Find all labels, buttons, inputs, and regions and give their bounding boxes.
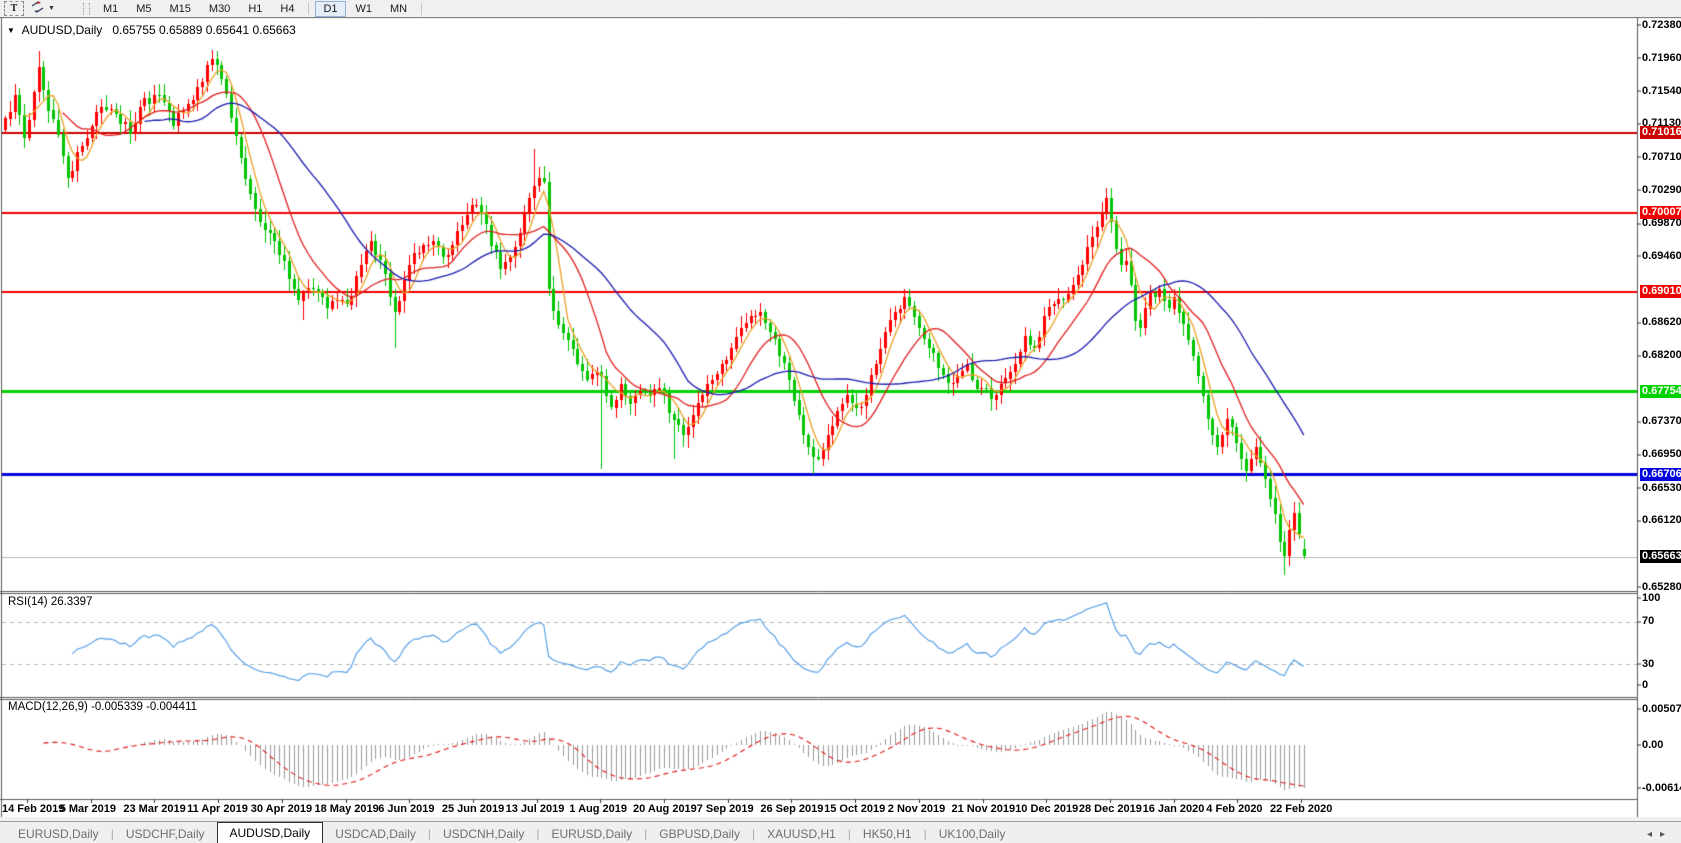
date-tick: 21 Nov 2019 [951,803,1016,815]
chart-tab-usdcnh-4[interactable]: USDCNH,Daily [443,827,525,841]
tab-separator: | [110,827,114,841]
price-tick: 0.67370 [1642,415,1681,428]
date-tick: 20 Aug 2019 [633,803,697,815]
tab-scroll-right-icon[interactable]: ▸ [1659,829,1673,840]
date-tick: 25 Jun 2019 [441,803,505,815]
date-tick: 22 Feb 2020 [1270,803,1333,815]
macd-axis-tick: -0.006148 [1642,781,1681,794]
tab-separator: | [923,827,927,841]
level-price-label: 0.69010 [1640,285,1681,299]
level-price-label: 0.67754 [1640,384,1681,398]
tab-separator: | [536,827,540,841]
toolbar-separator [421,2,423,15]
chart-tab-usdcad-3[interactable]: USDCAD,Daily [335,827,416,841]
toolbar-separator [308,2,310,15]
rsi-axis-tick: 100 [1642,591,1661,604]
current-price-label: 0.65663 [1640,550,1681,564]
date-tick: 6 Jun 2019 [378,803,435,815]
top-toolbar: T ▼ M1 M5 M15 M30 H1 H4 D1 W1 MN [0,0,1681,17]
date-tick: 23 Mar 2019 [123,803,186,815]
chart-tab-gbpusd-6[interactable]: GBPUSD,Daily [659,827,740,841]
timeframe-button-h4[interactable]: H4 [280,2,295,15]
timeframe-button-m15[interactable]: M15 [169,2,191,15]
price-tick: 0.66120 [1642,514,1681,526]
date-tick: 14 Feb 2019 [2,803,65,815]
date-tick: 5 Mar 2019 [59,803,116,815]
chart-title-triangle-icon: ▼ [7,26,15,35]
toolbar-grip[interactable] [82,2,90,15]
chart-ohlc-values: 0.65755 0.65889 0.65641 0.65663 [112,23,296,37]
price-tick: 0.70710 [1642,150,1681,163]
date-tick: 15 Oct 2019 [824,803,886,815]
rsi-axis-tick: 30 [1642,657,1655,670]
chart-tab-bar: EURUSD,Daily | USDCHF,Daily AUDUSD,Daily USD… [0,821,1681,843]
price-tick: 0.72380 [1642,18,1681,31]
timeframe-button-m30[interactable]: M30 [208,2,231,15]
price-tick: 0.71960 [1642,51,1681,64]
level-price-label: 0.66706 [1640,467,1681,481]
price-tick: 0.66950 [1642,448,1681,461]
chart-tabs: EURUSD,Daily | USDCHF,Daily AUDUSD,Daily USD… [6,822,1017,843]
date-tick: 1 Aug 2019 [569,803,627,815]
tab-separator: | [644,827,648,841]
text-label-tool-button[interactable]: T [4,1,24,16]
date-tick: 7 Sep 2019 [696,803,754,815]
tab-separator: | [847,827,851,841]
date-tick: 30 Apr 2019 [250,803,313,815]
date-tick: 28 Dec 2019 [1078,803,1142,815]
price-tick: 0.69870 [1642,217,1681,230]
date-tick: 13 Jul 2019 [505,803,565,815]
tab-separator: | [427,827,431,841]
macd-axis-tick: 0.00 [1642,738,1664,751]
rsi-axis-tick: 70 [1642,615,1655,628]
timeframe-button-m1[interactable]: M1 [102,2,119,15]
timeframe-button-w1[interactable]: W1 [355,2,373,15]
timeframe-button-d1[interactable]: D1 [315,0,346,17]
tab-separator: | [751,827,756,841]
date-tick: 11 Apr 2019 [187,803,248,815]
date-tick: 16 Jan 2020 [1142,803,1205,815]
arrows-tool-button[interactable]: ▼ [28,1,57,16]
chart-tab-eurusd-0[interactable]: EURUSD,Daily [18,827,99,841]
date-tick: 26 Sep 2019 [760,803,824,815]
chart-symbol-period: AUDUSD,Daily [21,23,103,37]
date-tick: 10 Dec 2019 [1015,803,1079,815]
timeframe-button-mn[interactable]: MN [390,2,408,15]
date-tick: 4 Feb 2020 [1206,803,1263,815]
price-tick: 0.66530 [1642,481,1681,494]
chart-tab-xauusd-7[interactable]: XAUUSD,H1 [767,827,836,841]
tab-scroll-arrows: ◂▸ [1647,829,1673,840]
macd-label: MACD(12,26,9) -0.005339 -0.004411 [8,701,198,713]
chevron-down-icon: ▼ [48,5,55,12]
price-tick: 0.68200 [1642,349,1681,362]
rsi-axis-tick: 0 [1642,678,1649,691]
timeframe-toolbar: M1 M5 M15 M30 H1 H4 D1 W1 MN [94,0,427,17]
chart-title: ▼ AUDUSD,Daily 0.65755 0.65889 0.65641 0… [7,23,296,37]
price-tick: 0.71130 [1642,117,1681,130]
price-tick: 0.65280 [1642,580,1681,593]
chart-tab-usdchf-1[interactable]: USDCHF,Daily [125,827,205,841]
chart-tab-uk100-9[interactable]: UK100,Daily [938,827,1006,841]
date-tick: 2 Nov 2019 [887,803,946,815]
date-tick: 18 May 2019 [314,803,379,815]
price-tick: 0.69460 [1642,249,1681,262]
arrows-icon [30,1,45,16]
price-tick: 0.70290 [1642,183,1681,196]
price-tick: 0.71540 [1642,84,1681,97]
timeframe-button-h1[interactable]: H1 [248,2,263,15]
macd-axis-tick: 0.005076 [1642,702,1681,715]
chart-tab-hk50-8[interactable]: HK50,H1 [862,827,912,841]
tab-scroll-left-icon[interactable]: ◂ [1646,829,1660,840]
rsi-label: RSI(14) 26.3397 [8,596,93,608]
chart-tab-audusd-2[interactable]: AUDUSD,Daily [216,822,324,843]
level-price-label: 0.70007 [1640,206,1681,220]
timeframe-button-m5[interactable]: M5 [136,2,152,15]
level-price-label: 0.71016 [1640,126,1681,140]
chart-tab-eurusd-5[interactable]: EURUSD,Daily [551,827,633,841]
price-tick: 0.68620 [1642,316,1681,329]
